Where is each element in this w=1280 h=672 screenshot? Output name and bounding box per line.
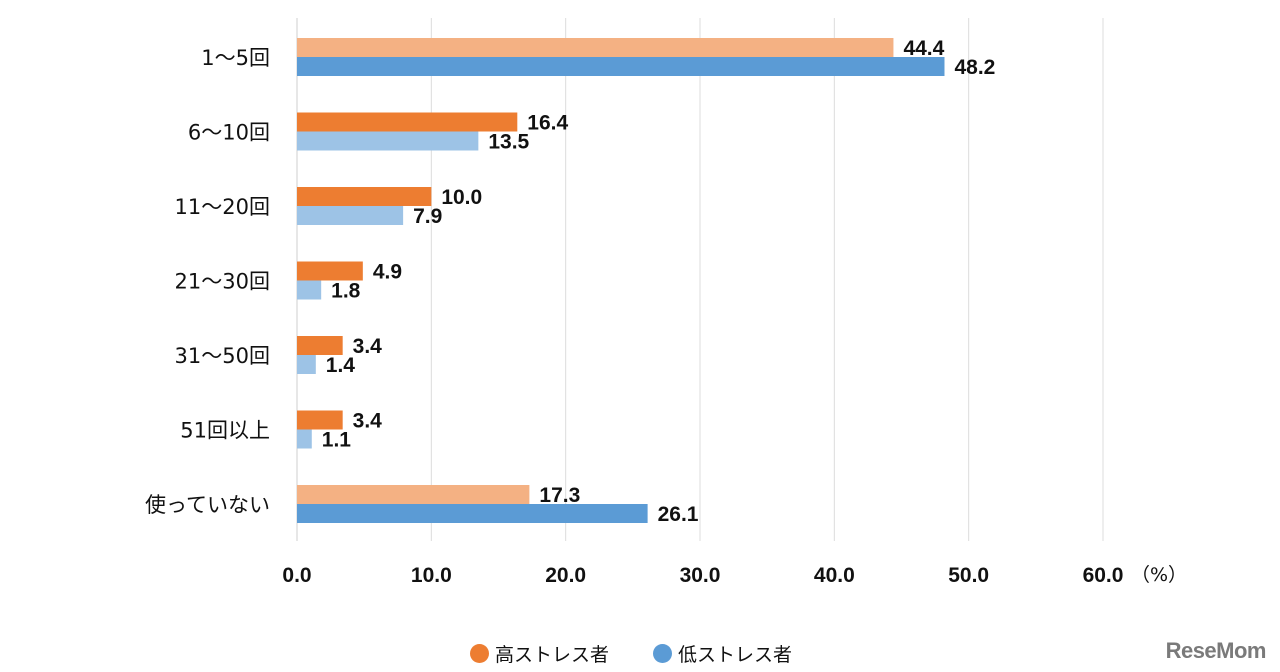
category-label: 31〜50回 [175,344,270,368]
bar-low-stress [297,131,479,151]
x-tick-label: 0.0 [282,564,311,587]
legend-item-low-stress: 低ストレス者 [653,640,792,667]
category-label: 21〜30回 [175,270,270,294]
data-label: 1.1 [322,429,352,452]
x-tick-label: 60.0 [1083,564,1124,587]
legend: 高ストレス者 低ストレス者 [470,640,792,667]
x-tick-label: 40.0 [814,564,855,587]
gridlines [296,18,1104,541]
bar-low-stress [297,57,945,76]
data-label: 26.1 [658,503,699,526]
bars [297,38,945,523]
value-labels: 44.448.216.413.510.07.94.91.83.41.43.41.… [322,37,996,526]
category-label: 1〜5回 [201,46,270,70]
unit-label: （%） [1131,564,1187,586]
x-tick-label: 50.0 [948,564,989,587]
bar-high-stress [297,38,894,57]
data-label: 3.4 [353,335,383,358]
watermark-logo: ReseMom [1165,638,1267,663]
bar-low-stress [297,429,312,449]
data-label: 17.3 [539,484,580,507]
data-label: 10.0 [441,186,482,209]
category-label: 11〜20回 [175,195,270,219]
bar-high-stress [297,336,343,355]
bar-low-stress [297,355,316,374]
bar-low-stress [297,206,404,225]
bar-high-stress [297,485,530,504]
data-label: 44.4 [903,37,944,60]
data-label: 7.9 [413,205,442,228]
data-label: 1.8 [331,280,361,303]
category-label: 6〜10回 [188,121,270,145]
data-label: 1.4 [326,354,356,377]
bar-high-stress [297,112,518,132]
bar-low-stress [297,504,648,523]
bar-low-stress [297,280,322,300]
x-tick-label: 20.0 [545,564,586,587]
legend-swatch-icon [653,644,673,663]
x-tick-label: 10.0 [411,564,452,587]
data-label: 48.2 [954,56,995,79]
x-axis-ticks: 0.0 10.0 20.0 30.0 40.0 50.0 60.0 [282,564,1123,587]
bar-high-stress [297,410,343,430]
bar-high-stress [297,261,363,281]
x-tick-label: 30.0 [680,564,721,587]
legend-label: 低ストレス者 [678,644,793,666]
data-label: 3.4 [353,410,383,433]
data-label: 16.4 [527,112,568,135]
legend-swatch-icon [470,644,489,663]
data-label: 4.9 [373,261,402,284]
category-label: 51回以上 [180,419,270,443]
bar-high-stress [297,187,432,206]
legend-label: 高ストレス者 [495,644,610,666]
data-label: 13.5 [488,131,529,154]
category-label: 使っていない [145,493,270,517]
legend-item-high-stress: 高ストレス者 [470,640,609,667]
